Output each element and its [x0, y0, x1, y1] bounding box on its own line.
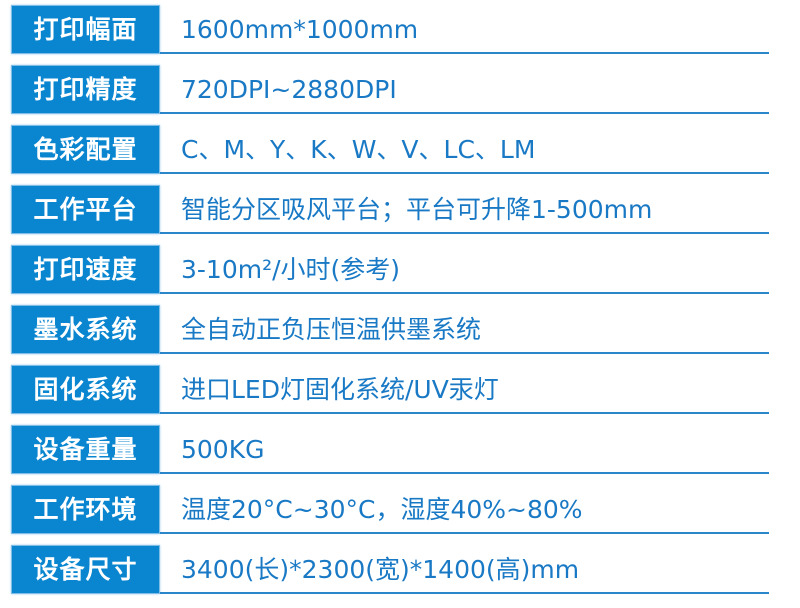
spec-label: 工作平台 [11, 185, 160, 234]
spec-value: 3-10m²/小时(参考) [181, 255, 401, 284]
spec-row: 打印精度 720DPI~2880DPI [11, 65, 769, 114]
spec-row: 打印速度 3-10m²/小时(参考) [11, 245, 769, 294]
spec-row: 打印幅面 1600mm*1000mm [11, 5, 769, 54]
divider [160, 412, 769, 414]
divider [160, 592, 769, 594]
spec-value: 智能分区吸风平台；平台可升降1-500mm [181, 195, 653, 224]
spec-label: 设备重量 [11, 425, 160, 474]
spec-row: 设备重量 500KG [11, 425, 769, 474]
spec-row: 色彩配置 C、M、Y、K、W、V、LC、LM [11, 125, 769, 174]
spec-value: 进口LED灯固化系统/UV汞灯 [181, 375, 499, 404]
spec-label: 工作环境 [11, 485, 160, 534]
spec-row: 设备尺寸 3400(长)*2300(宽)*1400(高)mm [11, 545, 769, 594]
spec-label: 打印速度 [11, 245, 160, 294]
spec-value: 3400(长)*2300(宽)*1400(高)mm [181, 555, 580, 584]
spec-row: 固化系统 进口LED灯固化系统/UV汞灯 [11, 365, 769, 414]
divider [160, 472, 769, 474]
spec-label: 设备尺寸 [11, 545, 160, 594]
divider [160, 232, 769, 234]
spec-label: 色彩配置 [11, 125, 160, 174]
spec-value: C、M、Y、K、W、V、LC、LM [181, 135, 536, 164]
divider [160, 172, 769, 174]
spec-value: 全自动正负压恒温供墨系统 [181, 315, 482, 344]
spec-row: 墨水系统 全自动正负压恒温供墨系统 [11, 305, 769, 354]
spec-label: 墨水系统 [11, 305, 160, 354]
divider [160, 352, 769, 354]
divider [160, 532, 769, 534]
spec-row: 工作平台 智能分区吸风平台；平台可升降1-500mm [11, 185, 769, 234]
divider [160, 112, 769, 114]
spec-value: 温度20°C~30°C，湿度40%~80% [181, 495, 583, 524]
spec-value: 500KG [181, 435, 265, 464]
spec-label: 打印精度 [11, 65, 160, 114]
divider [160, 292, 769, 294]
spec-label: 打印幅面 [11, 5, 160, 54]
spec-row: 工作环境 温度20°C~30°C，湿度40%~80% [11, 485, 769, 534]
spec-value: 1600mm*1000mm [181, 15, 419, 44]
spec-label: 固化系统 [11, 365, 160, 414]
spec-value: 720DPI~2880DPI [181, 75, 397, 104]
divider [160, 52, 769, 54]
